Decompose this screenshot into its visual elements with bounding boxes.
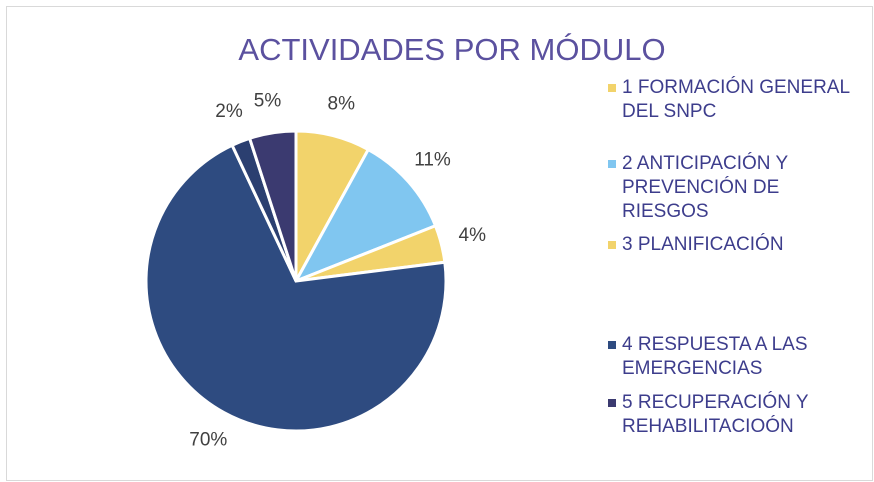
data-label: 5% (254, 90, 282, 111)
legend-swatch (608, 241, 616, 249)
legend-item: 1 FORMACIÓN GENERAL DEL SNPC (608, 76, 866, 124)
data-label: 8% (328, 94, 356, 115)
legend-item: 2 ANTICIPACIÓN Y PREVENCIÓN DE RIESGOS (608, 152, 866, 224)
legend-label: 5 RECUPERACIÓN Y REHABILITACIOÓN (622, 392, 809, 437)
pie-slice (247, 129, 298, 282)
legend-swatch (608, 341, 616, 349)
legend-item: 5 RECUPERACIÓN Y REHABILITACIOÓN (608, 391, 866, 439)
legend-label: 2 ANTICIPACIÓN Y PREVENCIÓN DE RIESGOS (622, 153, 788, 222)
data-label: 4% (459, 225, 487, 246)
pie-slice (144, 143, 448, 433)
legend-item: 4 RESPUESTA A LAS EMERGENCIAS (608, 333, 866, 381)
data-label: 11% (414, 150, 451, 171)
legend-swatch (608, 84, 616, 92)
data-label: 70% (189, 430, 227, 451)
legend-item: 3 PLANIFICACIÓN (608, 233, 866, 257)
legend-label: 1 FORMACIÓN GENERAL DEL SNPC (622, 77, 850, 122)
legend-swatch (608, 160, 616, 168)
data-label: 2% (215, 101, 243, 122)
legend-swatch (608, 399, 616, 407)
legend-label: 4 RESPUESTA A LAS EMERGENCIAS (622, 334, 808, 379)
legend-label: 3 PLANIFICACIÓN (622, 234, 784, 255)
chart-title: ACTIVIDADES POR MÓDULO (238, 32, 665, 67)
pie-slice (292, 147, 438, 284)
